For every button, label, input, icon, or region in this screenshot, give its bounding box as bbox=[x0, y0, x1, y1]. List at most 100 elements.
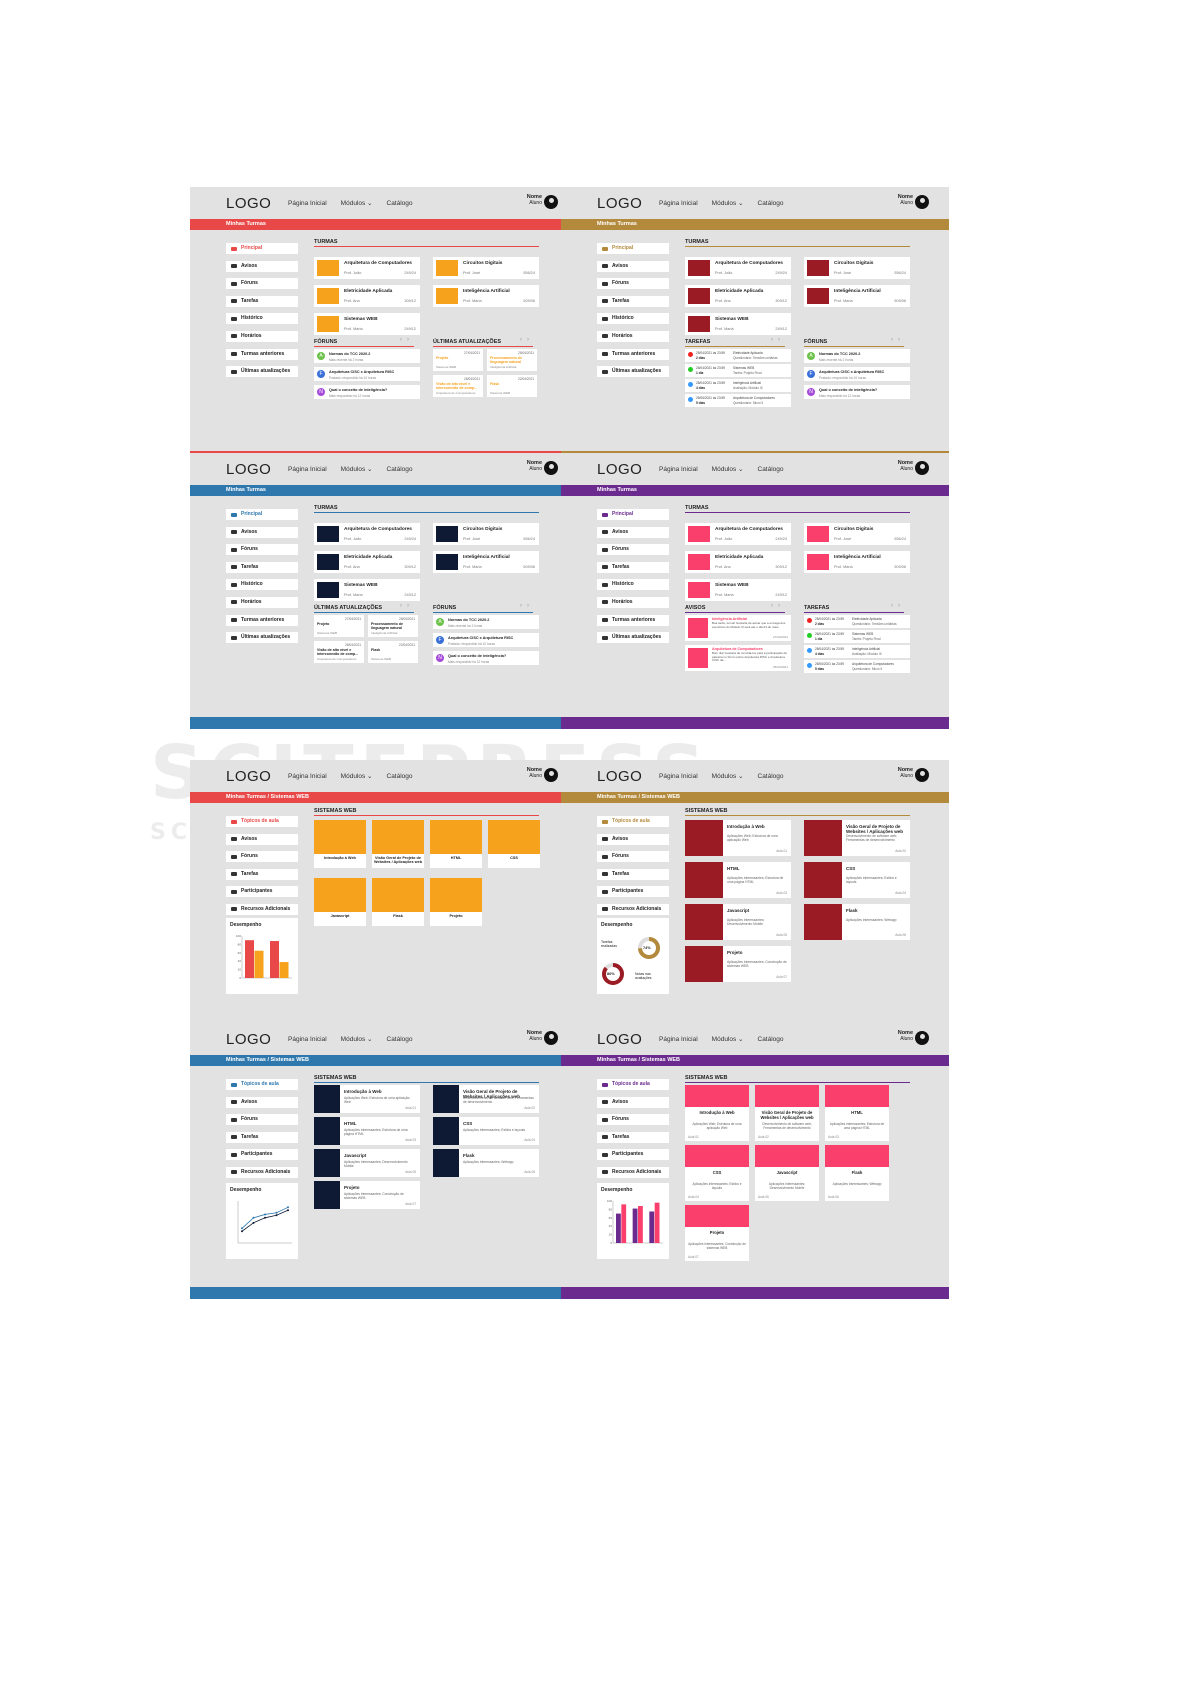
avatar[interactable] bbox=[915, 195, 929, 209]
nav-link-1[interactable]: Módulos ⌄ bbox=[340, 1036, 373, 1043]
topic-tile[interactable]: Projeto bbox=[430, 878, 482, 926]
sidebar-item[interactable]: Fóruns bbox=[597, 851, 669, 863]
avatar[interactable] bbox=[915, 461, 929, 475]
carousel-next-icon[interactable]: › bbox=[778, 603, 780, 609]
logo[interactable]: LOGO bbox=[597, 768, 643, 785]
forum-item[interactable]: F Arquitetura CISC x Arquitetura RISC Post… bbox=[314, 367, 420, 381]
course-card[interactable]: Sistemas WEB Prof. Maria 249/12 bbox=[685, 313, 791, 335]
sidebar-item[interactable]: Avisos bbox=[226, 1096, 298, 1108]
nav-link-2[interactable]: Catálogo bbox=[757, 773, 784, 780]
topic-tile[interactable]: Javascript Aplicações interessantes; Dese… bbox=[755, 1145, 819, 1201]
topic-card[interactable]: Javascript Aplicações interessantes; Dese… bbox=[314, 1149, 420, 1177]
sidebar-item[interactable]: Fóruns bbox=[597, 1114, 669, 1126]
sidebar-item[interactable]: Avisos bbox=[597, 260, 669, 272]
forum-item[interactable]: N Qual o conceito de inteligência? Mais re… bbox=[433, 651, 539, 665]
user-info[interactable]: Nome Aluno bbox=[527, 767, 542, 779]
sidebar-item[interactable]: Tarefas bbox=[597, 868, 669, 880]
carousel-next-icon[interactable]: › bbox=[407, 603, 409, 609]
course-card[interactable]: Eletricidade Aplicada Prof. Ana 309/12 bbox=[314, 551, 420, 573]
topic-tile[interactable]: Introdução à Web Aplicações Web; Estrutur… bbox=[685, 1085, 749, 1141]
topic-card[interactable]: CSS Aplicações interessantes; Estilos e l… bbox=[804, 862, 910, 898]
user-info[interactable]: Nome Aluno bbox=[898, 460, 913, 472]
sidebar-item[interactable]: Tópicos de aula bbox=[226, 1079, 298, 1090]
sidebar-item[interactable]: Fóruns bbox=[226, 1114, 298, 1126]
course-card[interactable]: Inteligência Artificial Prof. Maria 509/06 bbox=[433, 285, 539, 307]
user-info[interactable]: Nome Aluno bbox=[898, 194, 913, 206]
nav-link-0[interactable]: Página Inicial bbox=[659, 773, 698, 780]
course-card[interactable]: Circuitos Digitais Prof. José 556/24 bbox=[433, 523, 539, 545]
sidebar-item[interactable]: Tópicos de aula bbox=[226, 816, 298, 827]
sidebar-item[interactable]: Histórico bbox=[597, 313, 669, 325]
update-card[interactable]: 22/04/2021 Flask Sistemas WEB bbox=[368, 641, 418, 663]
sidebar-item[interactable]: Turmas anteriores bbox=[597, 614, 669, 626]
logo[interactable]: LOGO bbox=[597, 1031, 643, 1048]
nav-link-0[interactable]: Página Inicial bbox=[659, 1036, 698, 1043]
carousel-prev-icon[interactable]: ‹ bbox=[400, 603, 402, 609]
topic-card[interactable]: Flask Aplicações interessantes; Webapp Aul… bbox=[433, 1149, 539, 1177]
topic-card[interactable]: Visão Geral de Projeto de Websites / Apl… bbox=[433, 1085, 539, 1113]
breadcrumb[interactable]: Minhas Turmas / Sistemas WEB bbox=[597, 794, 681, 800]
task-item[interactable]: 28/04/2021 às 23:59 4 dias Inteligência Ar… bbox=[804, 645, 910, 658]
forum-item[interactable]: N Qual o conceito de inteligência? Mais re… bbox=[804, 385, 910, 399]
breadcrumb[interactable]: Minhas Turmas / Sistemas WEB bbox=[226, 1057, 310, 1063]
course-card[interactable]: Sistemas WEB Prof. Maria 249/12 bbox=[685, 579, 791, 601]
task-item[interactable]: 26/04/2021 às 23:59 1 dia Sistemas WEB Tare… bbox=[685, 364, 791, 377]
breadcrumb[interactable]: Minhas Turmas / Sistemas WEB bbox=[226, 794, 310, 800]
user-info[interactable]: Nome Aluno bbox=[898, 767, 913, 779]
course-card[interactable]: Eletricidade Aplicada Prof. Ana 309/12 bbox=[314, 285, 420, 307]
course-card[interactable]: Sistemas WEB Prof. Maria 249/12 bbox=[314, 313, 420, 335]
logo[interactable]: LOGO bbox=[226, 461, 272, 478]
course-card[interactable]: Circuitos Digitais Prof. José 556/24 bbox=[433, 257, 539, 279]
carousel-next-icon[interactable]: › bbox=[407, 337, 409, 343]
nav-link-2[interactable]: Catálogo bbox=[757, 466, 784, 473]
breadcrumb[interactable]: Minhas Turmas / Sistemas WEB bbox=[597, 1057, 681, 1063]
topic-card[interactable]: Javascript Aplicações interessantes; Dese… bbox=[685, 904, 791, 940]
course-card[interactable]: Circuitos Digitais Prof. José 556/24 bbox=[804, 523, 910, 545]
course-card[interactable]: Eletricidade Aplicada Prof. Ana 309/12 bbox=[685, 551, 791, 573]
task-item[interactable]: 25/06/2021 às 23:59 5 dias Arquitetura de … bbox=[685, 394, 791, 407]
course-card[interactable]: Arquitetura de Computadores Prof. João 249… bbox=[685, 257, 791, 279]
sidebar-item[interactable]: Principal bbox=[597, 243, 669, 254]
carousel-prev-icon[interactable]: ‹ bbox=[520, 603, 522, 609]
carousel-next-icon[interactable]: › bbox=[527, 337, 529, 343]
nav-link-2[interactable]: Catálogo bbox=[386, 200, 413, 207]
task-item[interactable]: 28/04/2021 às 23:59 4 dias Inteligência Ar… bbox=[685, 379, 791, 392]
topic-card[interactable]: CSS Aplicações interessantes; Estilos e l… bbox=[433, 1117, 539, 1145]
nav-link-0[interactable]: Página Inicial bbox=[288, 1036, 327, 1043]
avatar[interactable] bbox=[544, 195, 558, 209]
carousel-prev-icon[interactable]: ‹ bbox=[771, 603, 773, 609]
carousel-next-icon[interactable]: › bbox=[527, 603, 529, 609]
carousel-next-icon[interactable]: › bbox=[898, 603, 900, 609]
sidebar-item[interactable]: Avisos bbox=[226, 833, 298, 845]
topic-tile[interactable]: Introdução à Web bbox=[314, 820, 366, 868]
nav-link-1[interactable]: Módulos ⌄ bbox=[340, 466, 373, 473]
sidebar-item[interactable]: Participantes bbox=[226, 886, 298, 898]
sidebar-item[interactable]: Tarefas bbox=[226, 295, 298, 307]
carousel-next-icon[interactable]: › bbox=[898, 337, 900, 343]
sidebar-item[interactable]: Principal bbox=[226, 243, 298, 254]
sidebar-item[interactable]: Recursos Adicionais bbox=[226, 903, 298, 915]
course-card[interactable]: Inteligência Artificial Prof. Maria 509/06 bbox=[433, 551, 539, 573]
sidebar-item[interactable]: Tarefas bbox=[597, 1131, 669, 1143]
topic-tile[interactable]: Javascript bbox=[314, 878, 366, 926]
carousel-prev-icon[interactable]: ‹ bbox=[771, 337, 773, 343]
topic-tile[interactable]: Visão Geral de Projeto de Websites / Apl… bbox=[372, 820, 424, 868]
sidebar-item[interactable]: Turmas anteriores bbox=[597, 348, 669, 360]
sidebar-item[interactable]: Avisos bbox=[597, 1096, 669, 1108]
sidebar-item[interactable]: Turmas anteriores bbox=[226, 614, 298, 626]
sidebar-item[interactable]: Turmas anteriores bbox=[226, 348, 298, 360]
sidebar-item[interactable]: Participantes bbox=[597, 1149, 669, 1161]
update-card[interactable]: 26/04/2021 Visão de alto nível e intercon… bbox=[314, 641, 364, 663]
forum-item[interactable]: A Normas do TCC 2020.2 Mais recente há 2 h… bbox=[804, 349, 910, 363]
avatar[interactable] bbox=[544, 768, 558, 782]
sidebar-item[interactable]: Últimas atualizações bbox=[226, 366, 298, 378]
topic-tile[interactable]: Projeto Aplicações interessantes; Constru… bbox=[685, 1205, 749, 1261]
topic-card[interactable]: Projeto Aplicações interessantes; Constru… bbox=[314, 1181, 420, 1209]
sidebar-item[interactable]: Tarefas bbox=[226, 561, 298, 573]
avatar[interactable] bbox=[915, 1031, 929, 1045]
topic-card[interactable]: Introdução à Web Aplicações Web; Estrutur… bbox=[685, 820, 791, 856]
topic-tile[interactable]: Flask Aplicações interessantes; Webapp Aul… bbox=[825, 1145, 889, 1201]
nav-link-0[interactable]: Página Inicial bbox=[288, 200, 327, 207]
course-card[interactable]: Sistemas WEB Prof. Maria 249/12 bbox=[314, 579, 420, 601]
topic-card[interactable]: HTML Aplicações interessantes; Estrutura … bbox=[314, 1117, 420, 1145]
